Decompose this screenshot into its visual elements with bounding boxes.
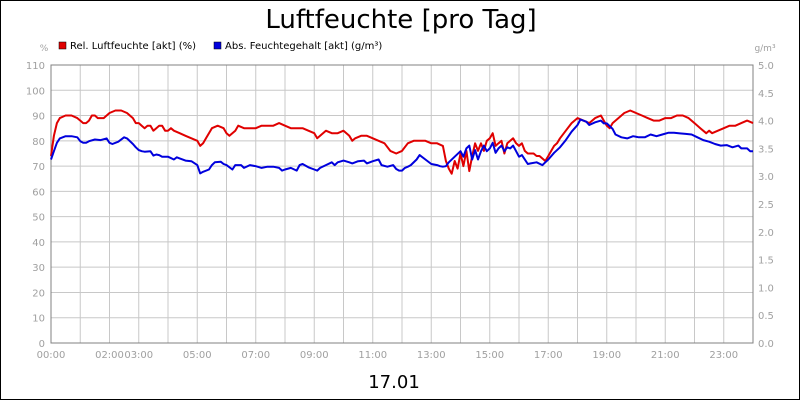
- chart-title: Luftfeuchte [pro Tag]: [265, 5, 536, 35]
- y-right-tick-label: 4.0: [758, 117, 774, 128]
- x-tick-label: 11:00: [358, 350, 387, 361]
- y-right-tick-label: 2.5: [758, 200, 774, 211]
- y-right-tick-label: 3.5: [758, 144, 774, 155]
- left-axis-unit: %: [40, 44, 49, 54]
- x-tick-label: 19:00: [592, 350, 621, 361]
- x-tick-label: 13:00: [417, 350, 446, 361]
- x-tick-label: 03:00: [124, 350, 153, 361]
- y-left-tick-label: 40: [32, 238, 45, 249]
- y-left-tick-label: 100: [26, 86, 45, 97]
- date-label: 17.01: [368, 372, 420, 393]
- x-tick-label: 17:00: [534, 350, 563, 361]
- legend-swatch-2: [213, 41, 222, 50]
- y-left-tick-label: 70: [32, 162, 45, 173]
- y-right-tick-label: 0.5: [758, 311, 774, 322]
- y-left-tick-label: 30: [32, 263, 45, 274]
- legend-label-1: Rel. Luftfeuchte [akt] (%): [70, 41, 196, 52]
- y-right-tick-label: 0.0: [758, 339, 774, 350]
- y-left-tick-label: 110: [26, 61, 45, 72]
- y-left-tick-label: 0: [39, 339, 45, 350]
- legend-label-2: Abs. Feuchtegehalt [akt] (g/m³): [225, 41, 382, 52]
- y-right-tick-label: 5.0: [758, 61, 774, 72]
- axes: 0 10 20 30 40 50 60 70 80 90 100 110 0.0 0.5 1.0 1.5 2.0…: [26, 61, 774, 361]
- y-right-tick-label: 1.0: [758, 283, 774, 294]
- y-left-tick-label: 80: [32, 137, 45, 148]
- legend-swatch-1: [58, 41, 67, 50]
- series-line-1: [50, 109, 754, 175]
- y-right-tick-label: 3.0: [758, 172, 774, 183]
- x-tick-label: 15:00: [475, 350, 504, 361]
- y-right-tick-label: 1.5: [758, 256, 774, 267]
- y-right-tick-label: 4.5: [758, 89, 774, 100]
- x-tick-label: 02:00: [95, 350, 124, 361]
- x-tick-label: 05:00: [183, 350, 212, 361]
- x-tick-label: 00:00: [37, 350, 66, 361]
- series-lines: [50, 109, 754, 175]
- y-left-tick-label: 60: [32, 187, 45, 198]
- y-left-tick-label: 20: [32, 288, 45, 299]
- y-right-tick-label: 2.0: [758, 228, 774, 239]
- x-tick-label: 21:00: [651, 350, 680, 361]
- x-tick-label: 23:00: [709, 350, 738, 361]
- y-left-tick-label: 10: [32, 314, 45, 325]
- y-left-tick-label: 90: [32, 112, 45, 123]
- y-left-tick-label: 50: [32, 213, 45, 224]
- right-axis-unit: g/m³: [754, 44, 776, 54]
- series-line-2: [50, 118, 753, 175]
- legend: Rel. Luftfeuchte [akt] (%) Abs. Feuchtege…: [58, 41, 382, 52]
- plot-border: [50, 64, 754, 344]
- x-tick-label: 07:00: [241, 350, 270, 361]
- grid: [50, 64, 754, 344]
- x-tick-label: 09:00: [300, 350, 329, 361]
